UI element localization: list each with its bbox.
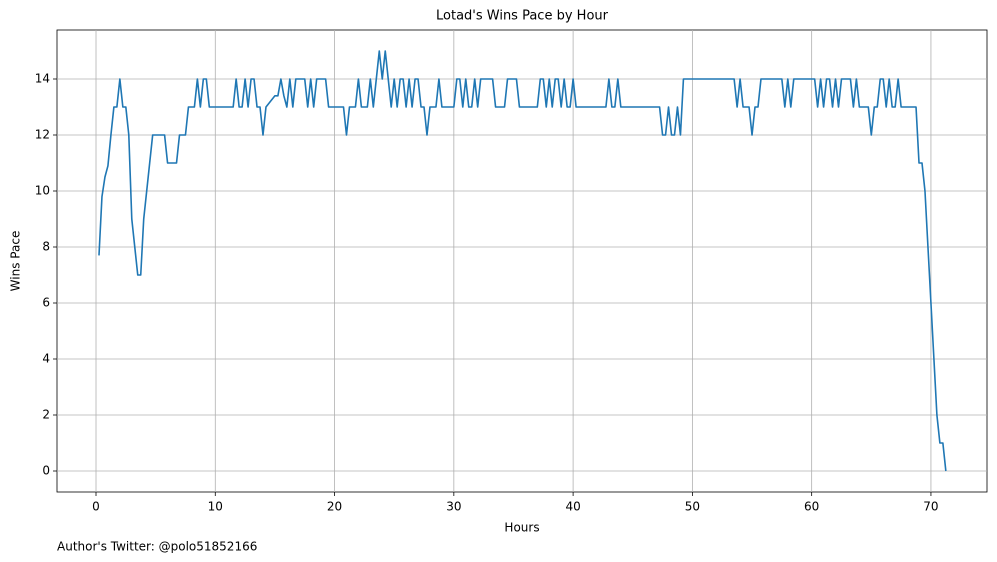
x-tick-label: 60 (804, 500, 819, 514)
x-tick-label: 50 (685, 500, 700, 514)
y-axis-label: Wins Pace (9, 231, 23, 292)
x-tick-label: 0 (92, 500, 100, 514)
x-tick-label: 70 (923, 500, 938, 514)
y-tick-label: 6 (42, 296, 50, 310)
y-tick-label: 10 (35, 184, 50, 198)
x-tick-label: 30 (446, 500, 461, 514)
y-tick-label: 8 (42, 240, 50, 254)
x-tick-label: 40 (565, 500, 580, 514)
x-tick-label: 20 (327, 500, 342, 514)
y-tick-label: 14 (35, 72, 50, 86)
y-tick-label: 0 (42, 464, 50, 478)
data-line (98, 50, 947, 472)
x-tick-label: 10 (208, 500, 223, 514)
footer: Author's Twitter: @polo51852166 (57, 540, 257, 554)
plot-frame (56, 29, 988, 493)
y-tick-label: 12 (35, 128, 50, 142)
y-tick-label: 2 (42, 408, 50, 422)
x-axis-label: Hours (504, 521, 539, 535)
chart-title: Lotad's Wins Pace by Hour (436, 9, 609, 24)
y-tick-label: 4 (42, 352, 50, 366)
